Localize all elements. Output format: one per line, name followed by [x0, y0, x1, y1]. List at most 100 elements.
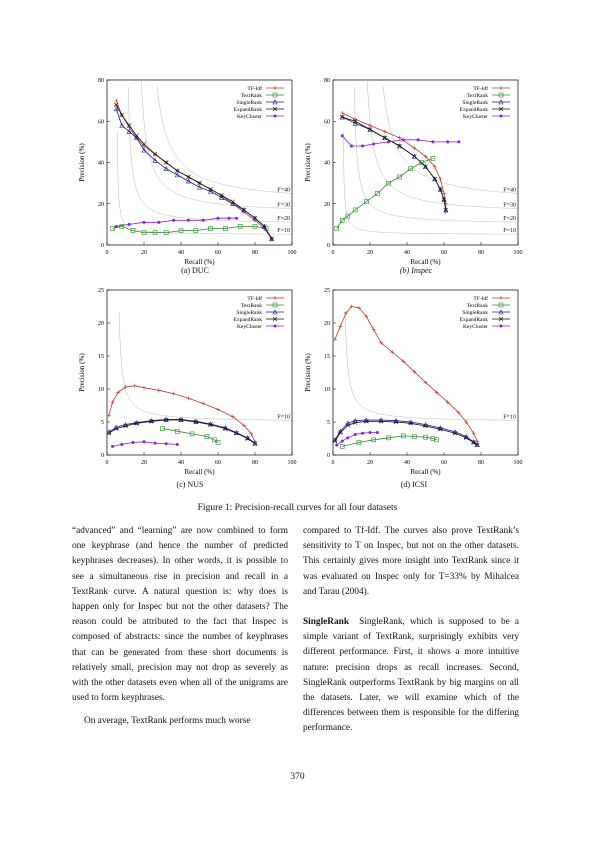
- data-point: [127, 222, 131, 226]
- chart-duc: F=40 F=30 F=20 F=10 0 20 40 60 80 100 0 20 40 60 80 Rec…: [72, 72, 302, 272]
- data-point: [163, 230, 169, 235]
- data-point: [437, 186, 443, 192]
- data-point: [368, 123, 372, 128]
- data-point: [269, 236, 275, 242]
- x-tick-label: 40: [404, 460, 410, 466]
- y-tick-label: 0: [101, 453, 104, 459]
- data-point: [340, 439, 344, 443]
- data-point: [252, 215, 258, 221]
- legend-marker: [498, 106, 504, 112]
- data-point: [340, 111, 345, 115]
- data-point: [241, 207, 247, 213]
- chart-icsi: F=10 0 20 40 60 80 100 0 5 10 15 20 25 Recall (%) Prec…: [298, 282, 528, 482]
- data-point: [114, 426, 119, 431]
- data-point: [412, 146, 417, 151]
- series-expandrank: [332, 419, 480, 448]
- series-tfidf: [106, 383, 257, 444]
- data-point: [215, 440, 221, 445]
- x-tick-label: 100: [288, 250, 297, 256]
- data-point: [230, 199, 236, 204]
- data-point: [156, 388, 161, 393]
- series-keycluster: [340, 134, 461, 148]
- legend-marker: [498, 316, 504, 322]
- series-line: [342, 135, 459, 147]
- data-point: [386, 180, 391, 186]
- data-point: [423, 163, 428, 169]
- data-point: [364, 419, 369, 424]
- data-point: [332, 438, 338, 444]
- series-expandrank: [340, 114, 449, 213]
- legend-label: SingleRank: [236, 310, 262, 316]
- data-point: [119, 112, 125, 118]
- data-point: [431, 140, 435, 144]
- x-axis-label: Recall (%): [410, 258, 441, 266]
- x-axis-label: Recall (%): [184, 258, 215, 266]
- data-point: [171, 391, 176, 396]
- legend-label: TextRank: [467, 303, 489, 309]
- data-point: [335, 443, 339, 447]
- isoline-label: F=20: [277, 216, 290, 222]
- chart-nus: F=10 0 20 40 60 80 100 0 5 10 15 20 25 Recall (%) Prec…: [72, 282, 302, 482]
- data-point: [416, 138, 420, 142]
- legend-label: KeyCluster: [237, 324, 262, 330]
- legend-label: KeyCluster: [237, 114, 262, 120]
- data-point: [401, 138, 405, 142]
- y-tick-label: 0: [101, 243, 104, 249]
- series-line: [115, 108, 273, 240]
- nus-caption: (c) NUS: [176, 480, 204, 489]
- series-line: [334, 420, 478, 446]
- data-point: [261, 223, 267, 229]
- data-point: [106, 431, 112, 436]
- data-point: [119, 224, 125, 229]
- legend-marker: [499, 86, 503, 90]
- isoline: [366, 81, 518, 209]
- legend-marker: [498, 309, 504, 315]
- data-point: [356, 440, 362, 445]
- data-point: [352, 207, 358, 213]
- data-point: [372, 142, 376, 146]
- data-point: [175, 168, 180, 173]
- data-point: [152, 152, 158, 157]
- legend-marker: [498, 302, 504, 308]
- inspec-plot: F=40 F=30 F=20 F=10 0 20 40 60 80 100 0 20 40 60 80 Rec…: [304, 78, 523, 266]
- data-point: [153, 441, 157, 445]
- data-point: [382, 135, 388, 141]
- data-point: [390, 350, 395, 355]
- data-point: [434, 390, 439, 395]
- data-point: [463, 435, 469, 441]
- plot-frame: [106, 289, 293, 456]
- y-tick-label: 15: [98, 354, 104, 360]
- data-point: [208, 422, 213, 427]
- data-point: [216, 407, 220, 412]
- legend-label: ExpandRank: [234, 107, 263, 113]
- y-tick-label: 40: [324, 161, 330, 167]
- x-tick-label: 0: [106, 460, 109, 466]
- legend-label: ExpandRank: [234, 317, 263, 323]
- data-point: [197, 180, 202, 186]
- series-line: [115, 100, 273, 240]
- data-point: [345, 213, 351, 219]
- data-point: [142, 440, 146, 444]
- data-point: [364, 199, 369, 204]
- x-tick-label: 40: [178, 250, 184, 256]
- series-line: [108, 385, 256, 442]
- data-point: [252, 441, 258, 446]
- data-point: [412, 434, 417, 439]
- legend-label: ExpandRank: [460, 317, 489, 323]
- data-point: [452, 431, 458, 436]
- series-line: [162, 428, 219, 443]
- data-point: [397, 135, 402, 140]
- data-point: [352, 119, 358, 124]
- y-tick-label: 20: [98, 321, 104, 327]
- data-point: [157, 220, 161, 224]
- x-axis-label: Recall (%): [410, 468, 441, 476]
- x-tick-label: 20: [141, 460, 147, 466]
- data-point: [423, 380, 428, 385]
- data-point: [134, 421, 139, 426]
- data-point: [120, 442, 124, 446]
- data-point: [114, 98, 119, 103]
- y-tick-label: 20: [324, 202, 330, 208]
- data-point: [193, 419, 199, 425]
- data-point: [241, 207, 247, 213]
- data-point: [367, 127, 373, 132]
